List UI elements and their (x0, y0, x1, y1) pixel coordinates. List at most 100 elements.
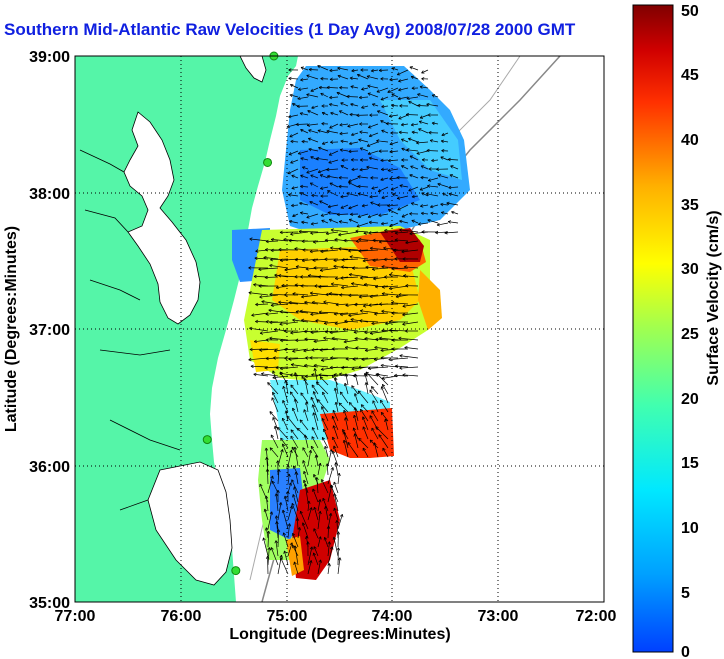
velocity-vector-head (355, 230, 359, 233)
velocity-vector (321, 219, 329, 224)
velocity-vector-head (321, 479, 325, 482)
velocity-vector-head (338, 402, 341, 406)
velocity-vector (304, 483, 309, 503)
velocity-vector-head (301, 221, 305, 225)
velocity-vector-head (312, 488, 316, 492)
velocity-vector-head (303, 470, 307, 474)
y-tick-label: 35:00 (29, 595, 70, 612)
velocity-vector-head (332, 374, 336, 377)
velocity-vector (346, 192, 359, 197)
velocity-vector (321, 437, 329, 449)
velocity-vector (418, 128, 429, 134)
velocity-vector-head (310, 332, 314, 335)
velocity-vector-head (330, 283, 334, 286)
velocity-vector-head (380, 179, 384, 182)
velocity-vector (254, 339, 269, 343)
velocity-vector (325, 294, 339, 296)
velocity-vector (339, 221, 349, 224)
velocity-vector-head (330, 356, 334, 359)
velocity-vector-head (249, 326, 253, 329)
velocity-vector-head (298, 89, 302, 91)
velocity-vector-head (389, 142, 393, 145)
velocity-vector (348, 312, 369, 316)
velocity-vector (326, 130, 339, 134)
velocity-vector-head (311, 193, 315, 196)
velocity-vector (275, 540, 279, 557)
velocity-vector (388, 159, 399, 162)
velocity-vector-head (308, 147, 312, 150)
velocity-vector-head (287, 464, 290, 468)
velocity-vector-head (308, 500, 311, 504)
velocity-vector-head (308, 148, 312, 152)
velocity-vector-head (330, 112, 333, 116)
velocity-vector-head (280, 366, 283, 369)
velocity-vector-head (376, 140, 380, 143)
velocity-vector (428, 177, 439, 182)
velocity-vector (340, 391, 349, 404)
velocity-vector (421, 192, 429, 197)
velocity-vector-head (326, 169, 330, 172)
velocity-vector-head (335, 302, 339, 306)
velocity-vector-head (313, 412, 316, 416)
velocity-vector-head (330, 140, 334, 143)
velocity-vector (323, 301, 339, 305)
velocity-vector-head (255, 321, 259, 324)
velocity-vector-head (338, 373, 342, 376)
velocity-vector (372, 103, 379, 107)
velocity-vector (300, 185, 309, 188)
velocity-vector (335, 402, 339, 413)
velocity-vector (307, 450, 312, 467)
velocity-vector (397, 69, 409, 76)
velocity-vector (337, 473, 340, 485)
velocity-vector (295, 471, 299, 485)
velocity-vector (267, 475, 274, 494)
velocity-vector-head (426, 103, 430, 107)
velocity-vector-head (388, 116, 393, 118)
velocity-vector-head (328, 160, 332, 164)
velocity-vector-head (335, 462, 338, 466)
colorbar-tick-label: 25 (681, 326, 699, 343)
velocity-vector-head (288, 240, 292, 243)
velocity-vector-head (250, 364, 254, 367)
velocity-vector-head (397, 96, 401, 100)
velocity-vector-head (373, 276, 376, 280)
velocity-vector-head (317, 399, 321, 401)
velocity-vector (310, 446, 319, 458)
velocity-vector-head (369, 247, 373, 251)
velocity-vector (361, 357, 379, 360)
velocity-vector (304, 434, 309, 449)
velocity-vector (359, 168, 369, 171)
velocity-vector-head (326, 87, 330, 90)
velocity-vector-head (303, 350, 307, 353)
velocity-vector-head (292, 213, 295, 217)
velocity-vector-head (265, 313, 269, 316)
velocity-arrows (248, 64, 459, 575)
velocity-vector-head (357, 390, 360, 394)
velocity-vector-head (284, 349, 288, 352)
velocity-vector (408, 138, 419, 143)
velocity-vector-head (270, 237, 275, 240)
velocity-vector (292, 319, 309, 323)
velocity-vector (269, 447, 279, 458)
velocity-vector (291, 186, 299, 189)
velocity-vector-head (367, 85, 371, 88)
velocity-vector (337, 557, 341, 575)
velocity-vector-head (288, 152, 292, 155)
velocity-vector-head (375, 426, 379, 428)
velocity-vector-head (273, 425, 276, 429)
velocity-vector-head (312, 427, 315, 430)
velocity-vector-head (293, 486, 295, 490)
velocity-vector-head (311, 436, 315, 439)
velocity-vector-head (388, 357, 392, 360)
velocity-vector-head (284, 410, 287, 414)
velocity-vector-head (276, 489, 279, 493)
velocity-vector-head (309, 249, 313, 252)
velocity-vector (328, 159, 339, 164)
velocity-vector-head (371, 321, 375, 324)
velocity-vector-head (318, 147, 321, 151)
velocity-vector-head (291, 203, 294, 206)
velocity-vector-head (315, 454, 319, 458)
velocity-vector-head (380, 365, 384, 368)
velocity-vector-head (387, 168, 391, 171)
velocity-vector-head (290, 84, 293, 88)
